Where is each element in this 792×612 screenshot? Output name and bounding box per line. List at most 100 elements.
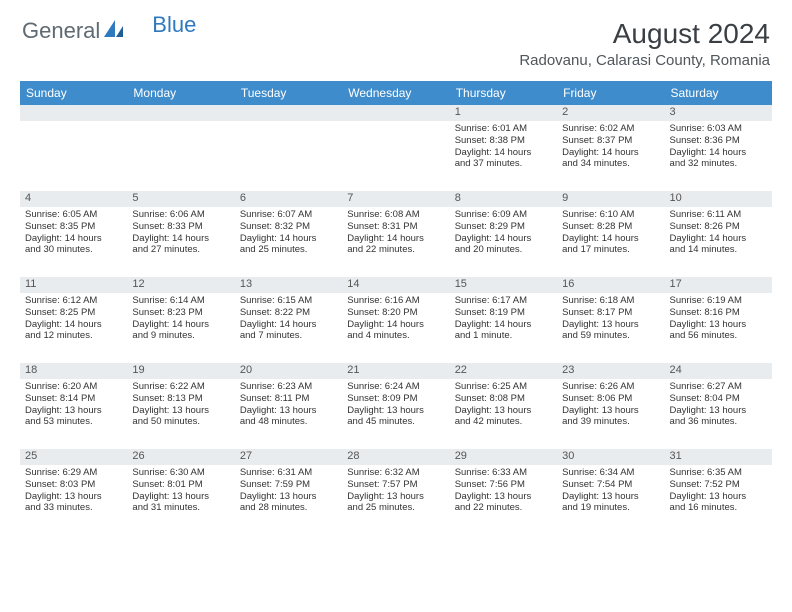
daylight-text: and 42 minutes. [455, 416, 552, 428]
sunrise-text: Sunrise: 6:32 AM [347, 467, 444, 479]
calendar-day-cell: 27Sunrise: 6:31 AMSunset: 7:59 PMDayligh… [235, 449, 342, 535]
sunset-text: Sunset: 7:57 PM [347, 479, 444, 491]
calendar-day-cell: 31Sunrise: 6:35 AMSunset: 7:52 PMDayligh… [665, 449, 772, 535]
day-number: 2 [557, 105, 664, 121]
sunset-text: Sunset: 8:14 PM [25, 393, 122, 405]
daylight-text: Daylight: 14 hours [25, 319, 122, 331]
daylight-text: Daylight: 14 hours [347, 233, 444, 245]
sunrise-text: Sunrise: 6:19 AM [670, 295, 767, 307]
daylight-text: and 17 minutes. [562, 244, 659, 256]
daylight-text: and 1 minute. [455, 330, 552, 342]
day-number: 24 [665, 363, 772, 379]
weekday-header: Sunday [20, 81, 127, 105]
calendar-day-cell: 12Sunrise: 6:14 AMSunset: 8:23 PMDayligh… [127, 277, 234, 363]
calendar-day-cell: 9Sunrise: 6:10 AMSunset: 8:28 PMDaylight… [557, 191, 664, 277]
daylight-text: and 16 minutes. [670, 502, 767, 514]
daylight-text: Daylight: 13 hours [455, 491, 552, 503]
sunrise-text: Sunrise: 6:35 AM [670, 467, 767, 479]
weekday-header: Wednesday [342, 81, 449, 105]
daylight-text: Daylight: 13 hours [132, 491, 229, 503]
calendar-day-cell: 7Sunrise: 6:08 AMSunset: 8:31 PMDaylight… [342, 191, 449, 277]
sunset-text: Sunset: 8:13 PM [132, 393, 229, 405]
sunset-text: Sunset: 8:25 PM [25, 307, 122, 319]
day-number: 27 [235, 449, 342, 465]
daylight-text: and 4 minutes. [347, 330, 444, 342]
logo-text-blue: Blue [152, 12, 196, 38]
daylight-text: and 45 minutes. [347, 416, 444, 428]
daylight-text: and 22 minutes. [455, 502, 552, 514]
weekday-header-row: SundayMondayTuesdayWednesdayThursdayFrid… [20, 81, 772, 105]
daylight-text: and 22 minutes. [347, 244, 444, 256]
daylight-text: Daylight: 14 hours [240, 233, 337, 245]
daylight-text: and 19 minutes. [562, 502, 659, 514]
day-number: 5 [127, 191, 234, 207]
day-number: 9 [557, 191, 664, 207]
sunrise-text: Sunrise: 6:02 AM [562, 123, 659, 135]
day-number: 31 [665, 449, 772, 465]
sunset-text: Sunset: 8:38 PM [455, 135, 552, 147]
calendar-week-row: 11Sunrise: 6:12 AMSunset: 8:25 PMDayligh… [20, 277, 772, 363]
daylight-text: and 9 minutes. [132, 330, 229, 342]
calendar-day-cell: 24Sunrise: 6:27 AMSunset: 8:04 PMDayligh… [665, 363, 772, 449]
sunset-text: Sunset: 8:31 PM [347, 221, 444, 233]
sunset-text: Sunset: 8:11 PM [240, 393, 337, 405]
day-number-empty [20, 105, 127, 121]
calendar-day-cell [20, 105, 127, 191]
sunrise-text: Sunrise: 6:30 AM [132, 467, 229, 479]
daylight-text: Daylight: 13 hours [562, 405, 659, 417]
daylight-text: Daylight: 14 hours [455, 319, 552, 331]
day-number: 30 [557, 449, 664, 465]
daylight-text: and 27 minutes. [132, 244, 229, 256]
calendar-day-cell: 17Sunrise: 6:19 AMSunset: 8:16 PMDayligh… [665, 277, 772, 363]
day-number: 11 [20, 277, 127, 293]
daylight-text: and 39 minutes. [562, 416, 659, 428]
sunrise-text: Sunrise: 6:29 AM [25, 467, 122, 479]
day-number: 10 [665, 191, 772, 207]
logo-text-general: General [22, 18, 100, 44]
calendar-week-row: 25Sunrise: 6:29 AMSunset: 8:03 PMDayligh… [20, 449, 772, 535]
day-number: 28 [342, 449, 449, 465]
weekday-header: Monday [127, 81, 234, 105]
daylight-text: and 14 minutes. [670, 244, 767, 256]
sunrise-text: Sunrise: 6:34 AM [562, 467, 659, 479]
calendar-day-cell: 19Sunrise: 6:22 AMSunset: 8:13 PMDayligh… [127, 363, 234, 449]
calendar-table: SundayMondayTuesdayWednesdayThursdayFrid… [20, 81, 772, 535]
calendar-day-cell: 23Sunrise: 6:26 AMSunset: 8:06 PMDayligh… [557, 363, 664, 449]
sunrise-text: Sunrise: 6:27 AM [670, 381, 767, 393]
sunrise-text: Sunrise: 6:33 AM [455, 467, 552, 479]
sunrise-text: Sunrise: 6:18 AM [562, 295, 659, 307]
sunset-text: Sunset: 8:16 PM [670, 307, 767, 319]
logo-sail-icon [104, 18, 124, 44]
daylight-text: Daylight: 13 hours [670, 491, 767, 503]
calendar-day-cell: 26Sunrise: 6:30 AMSunset: 8:01 PMDayligh… [127, 449, 234, 535]
daylight-text: and 7 minutes. [240, 330, 337, 342]
calendar-day-cell: 14Sunrise: 6:16 AMSunset: 8:20 PMDayligh… [342, 277, 449, 363]
calendar-day-cell [235, 105, 342, 191]
daylight-text: and 56 minutes. [670, 330, 767, 342]
daylight-text: and 33 minutes. [25, 502, 122, 514]
daylight-text: Daylight: 13 hours [347, 405, 444, 417]
sunset-text: Sunset: 8:08 PM [455, 393, 552, 405]
weekday-header: Thursday [450, 81, 557, 105]
daylight-text: Daylight: 13 hours [347, 491, 444, 503]
daylight-text: Daylight: 13 hours [240, 491, 337, 503]
calendar-day-cell: 20Sunrise: 6:23 AMSunset: 8:11 PMDayligh… [235, 363, 342, 449]
day-number: 18 [20, 363, 127, 379]
calendar-day-cell: 29Sunrise: 6:33 AMSunset: 7:56 PMDayligh… [450, 449, 557, 535]
sunset-text: Sunset: 8:20 PM [347, 307, 444, 319]
sunrise-text: Sunrise: 6:11 AM [670, 209, 767, 221]
calendar-day-cell: 8Sunrise: 6:09 AMSunset: 8:29 PMDaylight… [450, 191, 557, 277]
sunset-text: Sunset: 8:23 PM [132, 307, 229, 319]
calendar-day-cell [342, 105, 449, 191]
weekday-header: Saturday [665, 81, 772, 105]
month-title: August 2024 [519, 18, 770, 50]
sunset-text: Sunset: 8:35 PM [25, 221, 122, 233]
day-number-empty [342, 105, 449, 121]
sunset-text: Sunset: 8:29 PM [455, 221, 552, 233]
sunrise-text: Sunrise: 6:24 AM [347, 381, 444, 393]
day-number: 13 [235, 277, 342, 293]
sunset-text: Sunset: 7:56 PM [455, 479, 552, 491]
day-number: 7 [342, 191, 449, 207]
location-label: Radovanu, Calarasi County, Romania [519, 52, 770, 69]
day-number: 19 [127, 363, 234, 379]
